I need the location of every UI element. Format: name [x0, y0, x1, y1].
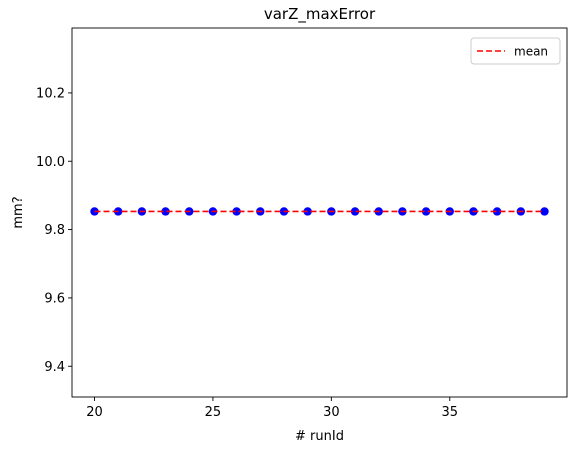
axes-frame [71, 27, 568, 398]
chart-title: varZ_maxError [264, 5, 376, 24]
x-tick-label: 30 [323, 405, 340, 420]
y-axis-label: mm? [11, 196, 26, 228]
x-tick-label: 25 [205, 405, 222, 420]
x-tick-label: 20 [86, 405, 103, 420]
y-tick-label: 10.0 [36, 155, 65, 170]
data-point [492, 207, 502, 216]
y-tick-label: 9.6 [44, 291, 65, 306]
legend-mean-label: mean [514, 45, 548, 59]
plot-area [90, 207, 549, 216]
data-point [303, 207, 312, 216]
y-tick-label: 9.8 [44, 223, 65, 238]
legend-box [470, 37, 561, 65]
y-tick-label: 10.2 [36, 86, 65, 101]
data-point [232, 207, 241, 216]
y-axis: 9.4 9.6 9.8 10.0 10.2 [36, 86, 72, 375]
data-point [540, 207, 549, 216]
legend: mean [470, 37, 561, 65]
y-tick-label: 9.4 [44, 360, 65, 375]
x-axis-label: # runId [295, 429, 344, 444]
data-point [421, 207, 431, 216]
data-point [161, 207, 170, 216]
x-tick-label: 35 [441, 405, 458, 420]
data-point [350, 207, 360, 216]
x-axis: 20 25 30 35 [86, 397, 458, 420]
